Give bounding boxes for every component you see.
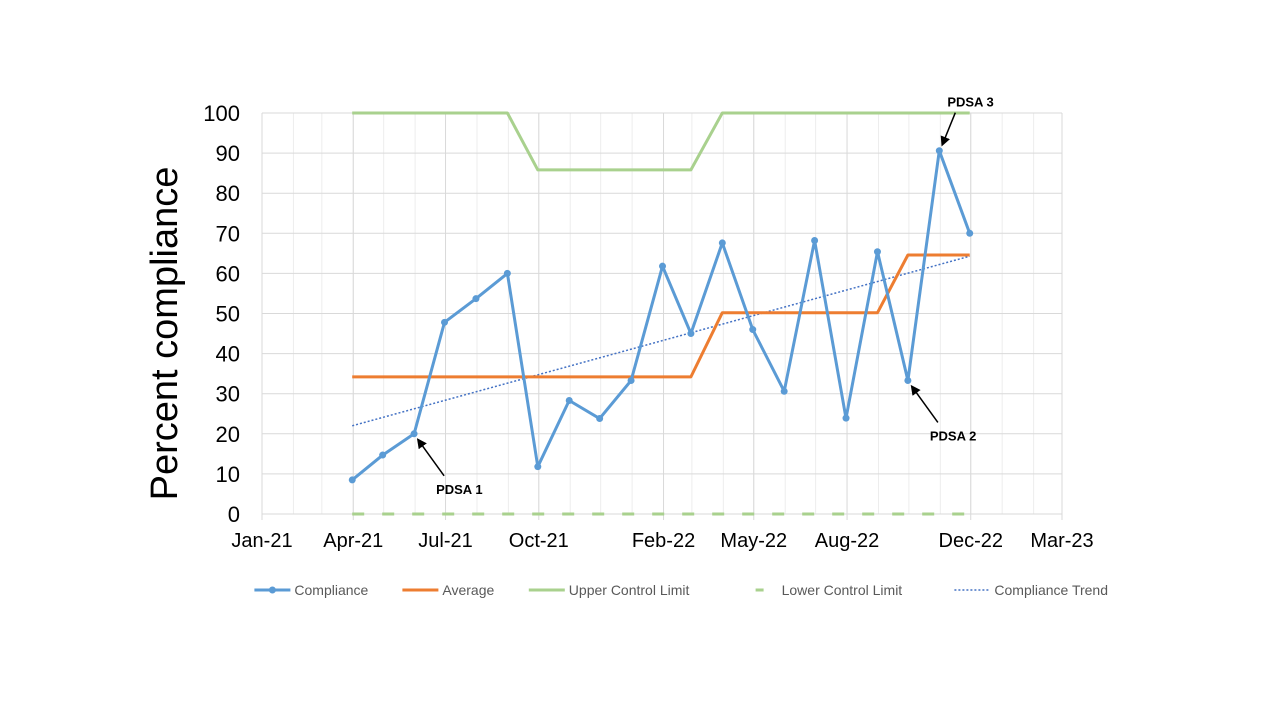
x-tick-label: Jul-21 (418, 530, 472, 552)
x-tick-label: Aug-22 (815, 530, 880, 552)
series (348, 111, 974, 516)
series-compliance-point (904, 376, 912, 384)
legend-marker (268, 586, 276, 594)
series-compliance-point (503, 269, 511, 277)
series-compliance-point (718, 239, 726, 247)
x-tick-label: Apr-21 (323, 530, 383, 552)
y-tick-label: 20 (216, 422, 240, 447)
series-compliance-point (565, 397, 573, 405)
x-tick-label: Oct-21 (509, 530, 569, 552)
series-compliance-point (410, 430, 418, 438)
series-upper-control-limit-line (352, 111, 970, 172)
x-tick-label: May-22 (720, 530, 787, 552)
y-tick-label: 90 (216, 141, 240, 166)
x-tick-label: Feb-22 (632, 530, 695, 552)
y-axis-title: Percent compliance (144, 167, 186, 501)
y-tick-label: 30 (216, 382, 240, 407)
x-tick-label: Mar-23 (1030, 530, 1093, 552)
series-compliance-point (873, 248, 881, 256)
series-compliance-point (659, 262, 667, 270)
legend-label: Compliance (294, 582, 368, 598)
series-compliance-point (687, 330, 695, 338)
annotations: PDSA 1 PDSA 2 PDSA 3 (416, 95, 994, 497)
y-tick-label: 70 (216, 221, 240, 246)
series-compliance-point (935, 147, 943, 155)
y-tick-label: 0 (228, 502, 240, 527)
series-compliance-point (596, 415, 604, 423)
annotation-arrow (940, 112, 957, 147)
legend-label: Average (442, 582, 494, 598)
y-tick-label: 50 (216, 302, 240, 327)
legend-label: Upper Control Limit (569, 582, 690, 598)
x-tick-label: Jan-21 (231, 530, 292, 552)
series-compliance-point (842, 414, 850, 422)
series-compliance-point (441, 318, 449, 326)
annotation-arrow (416, 438, 445, 477)
annotation-label: PDSA 2 (930, 428, 976, 443)
series-compliance-point (811, 237, 819, 245)
y-tick-label: 40 (216, 342, 240, 367)
annotation-label: PDSA 3 (947, 95, 993, 110)
annotation-arrow (910, 384, 939, 423)
y-tick-label: 80 (216, 181, 240, 206)
x-tick-label: Dec-22 (939, 530, 1003, 552)
axes: 0 10 20 30 40 50 60 70 80 90 100 Jan-21 Apr-21 Jul-21… (144, 101, 1094, 552)
legend-label: Compliance Trend (994, 582, 1108, 598)
series-compliance-point (780, 387, 788, 395)
legend-label: Lower Control Limit (782, 582, 903, 598)
legend: Compliance Average Upper Control Limit Lowe… (254, 582, 1108, 598)
y-tick-label: 100 (203, 101, 240, 126)
series-compliance-point (966, 229, 974, 237)
series-compliance-point (348, 476, 356, 484)
series-compliance-point (749, 326, 757, 334)
series-compliance-trend-line (352, 255, 970, 427)
series-compliance-point (627, 376, 635, 384)
series-compliance-line (351, 149, 972, 482)
series-compliance-point (472, 295, 480, 303)
series-compliance-point (534, 463, 542, 471)
y-tick-label: 60 (216, 261, 240, 286)
y-tick-label: 10 (216, 462, 240, 487)
series-compliance-point (379, 451, 387, 459)
annotation-label: PDSA 1 (436, 482, 482, 497)
